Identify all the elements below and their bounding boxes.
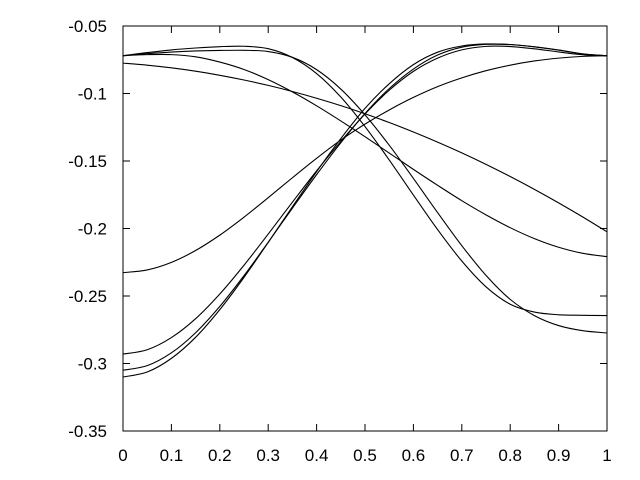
y-tick-label: -0.35 [68, 422, 107, 441]
x-tick-label: 0.3 [256, 446, 280, 465]
x-tick-label: 0.5 [353, 446, 377, 465]
series-line-4 [122, 62, 608, 233]
y-tick-label: -0.2 [78, 220, 107, 239]
y-tick-label: -0.3 [78, 355, 107, 374]
x-tick-label: 1 [602, 446, 611, 465]
y-tick-label: -0.25 [68, 287, 107, 306]
y-tick-label: -0.1 [78, 85, 107, 104]
y-tick-label: -0.15 [68, 152, 107, 171]
axis-ticks [122, 25, 608, 432]
series-line-7 [122, 43, 608, 371]
x-tick-label: 0.6 [402, 446, 426, 465]
series-line-2 [122, 53, 608, 258]
plot-frame [122, 25, 608, 432]
series-lines [122, 43, 608, 378]
x-tick-label: 0 [118, 446, 127, 465]
x-tick-label: 0.4 [305, 446, 329, 465]
y-tick-label: -0.05 [68, 17, 107, 36]
series-line-6 [122, 45, 608, 355]
series-line-1 [122, 45, 608, 317]
x-tick-label: 0.7 [450, 446, 474, 465]
series-line-5 [122, 55, 608, 274]
series-line-3 [122, 49, 608, 334]
x-tick-label: 0.8 [498, 446, 522, 465]
y-tick-labels: -0.35 -0.3 -0.25 -0.2 -0.15 -0.1 -0.05 [68, 17, 107, 441]
x-tick-label: 0.2 [208, 446, 232, 465]
x-tick-labels: 0 0.1 0.2 0.3 0.4 0.5 0.6 0.7 0.8 0.9 1 [118, 446, 611, 465]
x-tick-label: 0.1 [160, 446, 184, 465]
x-tick-label: 0.9 [547, 446, 571, 465]
series-line-8 [122, 43, 608, 378]
